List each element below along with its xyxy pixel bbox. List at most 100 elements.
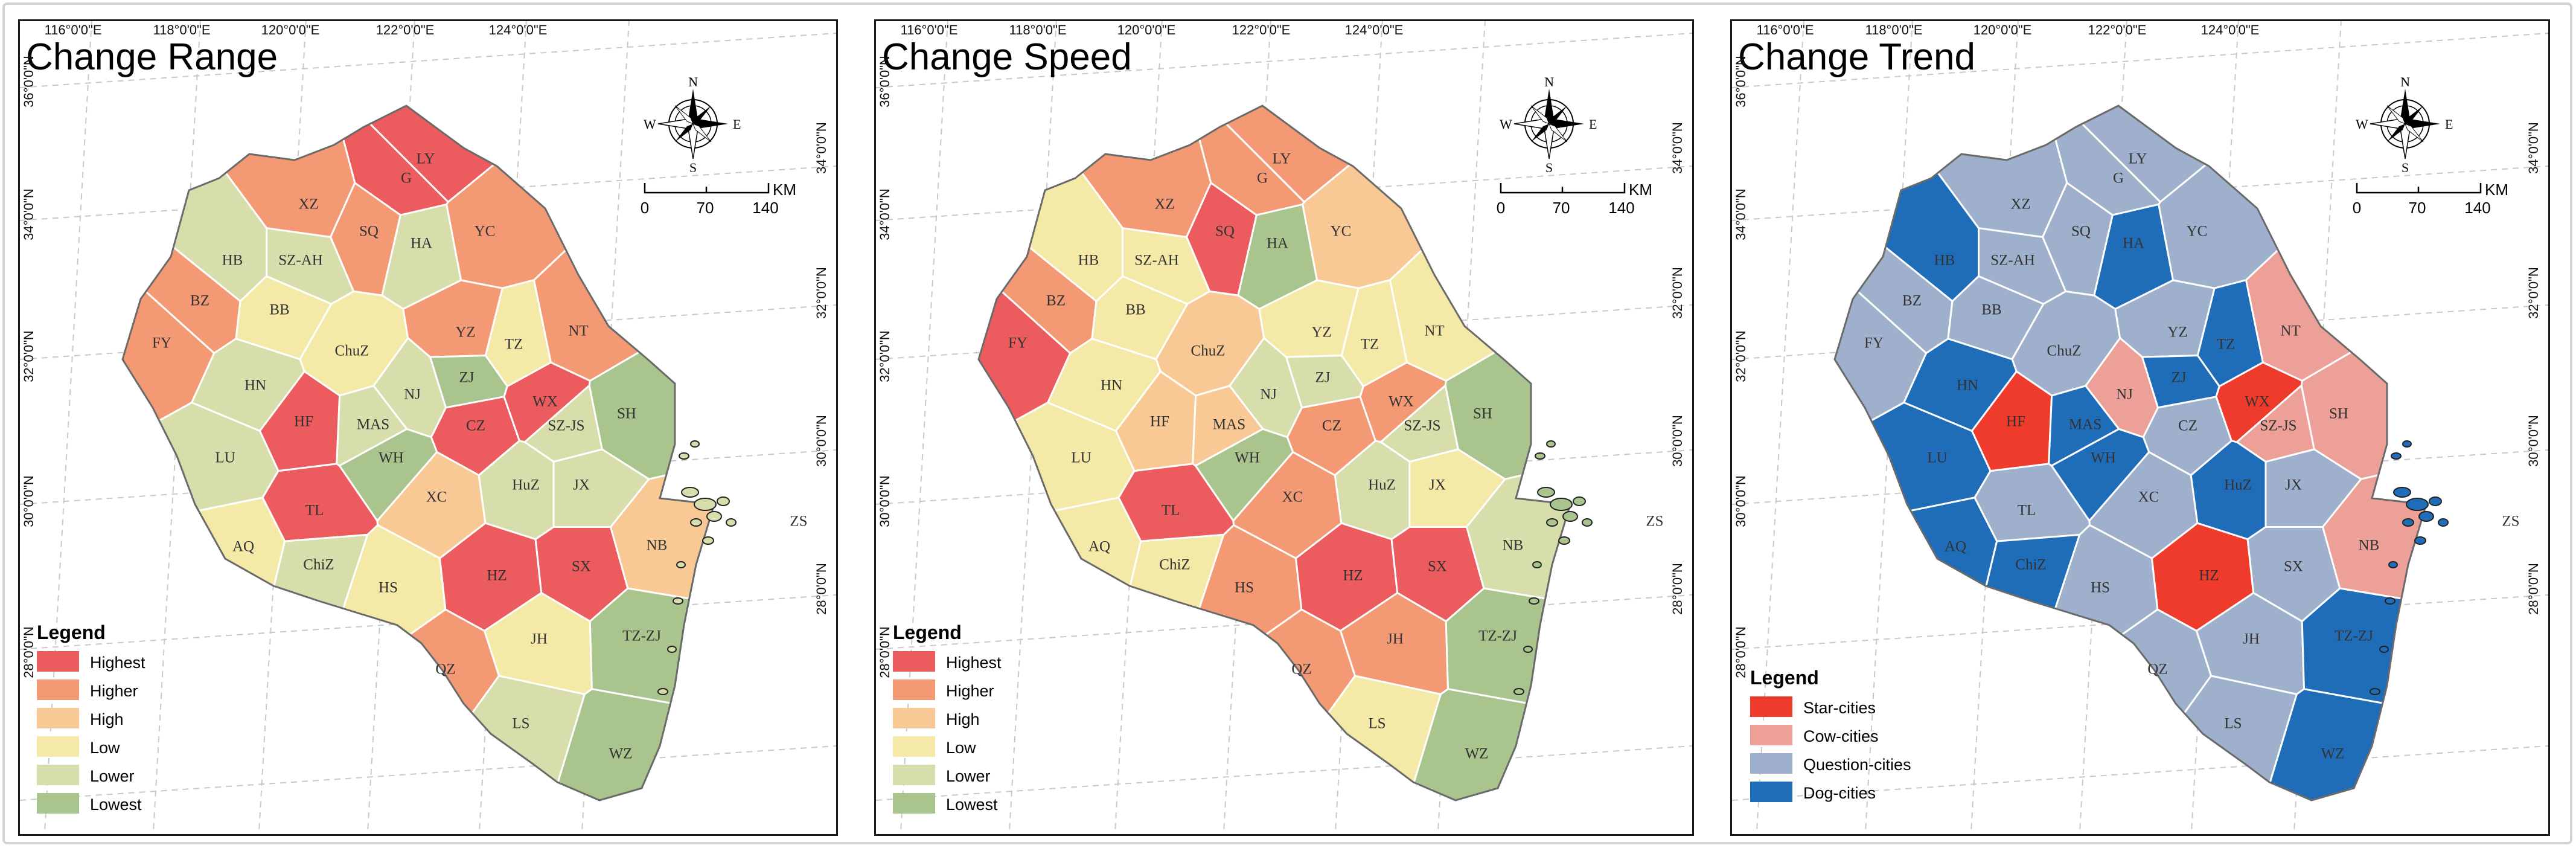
- map-title: Change Speed: [882, 36, 1132, 78]
- compass-e: E: [733, 117, 741, 132]
- study-area-outline: [121, 104, 715, 801]
- meridian-line: [1756, 21, 1804, 834]
- island-shape: [2385, 597, 2395, 605]
- island-shape: [702, 536, 714, 545]
- study-area-outline: [977, 104, 1571, 801]
- region-label-wx: WX: [2245, 394, 2270, 410]
- latitude-label-left: 32°0'0"N: [21, 330, 36, 382]
- region-label-tl: TL: [305, 503, 324, 519]
- latitude-label-left: 34°0'0"N: [1733, 188, 1748, 240]
- region-chiz: [217, 533, 369, 800]
- region-label-fy: FY: [1864, 335, 1884, 352]
- region-layer: [979, 106, 1570, 800]
- compass-w: W: [2356, 117, 2368, 132]
- region-label-yz: YZ: [455, 324, 475, 341]
- longitude-label: 116°0'0"E: [44, 22, 101, 37]
- region-label-sq: SQ: [2071, 223, 2091, 240]
- latitude-label-left: 30°0'0"N: [21, 475, 36, 527]
- region-label-g: G: [1257, 170, 1268, 187]
- region-label-tl: TL: [2018, 503, 2036, 519]
- island-shape: [706, 511, 722, 522]
- meridian-line: [43, 21, 92, 834]
- region-labels: LY G XZ SQ HA YC HB SZ-AH BZ FY BB ChuZ YZ TZ NT HN NJ ZJ…: [152, 151, 808, 762]
- region-label-jx: JX: [573, 477, 590, 493]
- compass-e: E: [1589, 117, 1597, 132]
- region-label-tz-zj: TZ-ZJ: [2335, 628, 2373, 644]
- legend-swatch: [37, 765, 79, 785]
- latitude-label-left: 36°0'0"N: [21, 56, 36, 108]
- parallel-line: [876, 449, 1692, 505]
- region-label-hz: HZ: [2199, 568, 2219, 584]
- region-label-hz: HZ: [1343, 568, 1363, 584]
- island-shape: [1546, 518, 1558, 527]
- legend-swatch: [893, 765, 935, 785]
- island-shape: [690, 518, 702, 527]
- region-label-hn: HN: [1101, 377, 1122, 394]
- region-label-sh: SH: [617, 406, 636, 422]
- island-shape: [1550, 498, 1573, 511]
- region-label-zj: ZJ: [459, 370, 475, 386]
- region-label-chuz: ChuZ: [335, 343, 369, 359]
- region-label-hb: HB: [1934, 252, 1955, 269]
- region-label-hb: HB: [1078, 252, 1099, 269]
- region-wz: [541, 688, 714, 800]
- island-shape: [2418, 511, 2434, 522]
- region-label-yc: YC: [1331, 223, 1352, 240]
- region-label-nt: NT: [568, 323, 588, 339]
- region-label-zs: ZS: [2502, 513, 2519, 530]
- parallel-line: [1732, 165, 2548, 221]
- island-shape: [673, 597, 683, 605]
- region-layer: [123, 106, 714, 800]
- region-label-aq: AQ: [1945, 539, 1966, 555]
- island-shape: [690, 440, 700, 448]
- legend-item-lower: Lower: [946, 767, 991, 785]
- region-label-hb: HB: [222, 252, 243, 269]
- parallel-line: [876, 165, 1692, 221]
- legend-item-lower: Lower: [90, 767, 135, 785]
- region-label-xz: XZ: [298, 196, 318, 213]
- region-label-chuz: ChuZ: [1191, 343, 1226, 359]
- region-label-xc: XC: [1282, 489, 1303, 506]
- region-label-ha: HA: [2123, 236, 2144, 252]
- region-ls: [384, 675, 586, 800]
- compass-n: N: [1544, 74, 1554, 89]
- legend-item-lowest: Lowest: [946, 795, 998, 814]
- parallel-line: [1732, 33, 2548, 88]
- parallel-line: [20, 594, 836, 650]
- region-label-sx: SX: [2284, 559, 2303, 575]
- region-label-huz: HuZ: [1368, 477, 1396, 493]
- parallel-line: [20, 165, 836, 221]
- region-label-lu: LU: [1071, 450, 1091, 466]
- legend-swatch: [37, 708, 79, 728]
- island-shape: [2391, 452, 2402, 460]
- region-label-sz-ah: SZ-AH: [278, 252, 323, 269]
- island-shape: [2402, 440, 2412, 448]
- region-label-bz: BZ: [190, 293, 209, 309]
- region-label-xc: XC: [2138, 489, 2159, 506]
- parallel-line: [876, 594, 1692, 650]
- island-shape: [657, 688, 668, 695]
- region-label-yz: YZ: [1311, 324, 1331, 341]
- legend-title: Legend: [37, 622, 106, 643]
- region-label-hs: HS: [1235, 580, 1254, 596]
- latitude-label-right: 32°0'0"N: [2526, 267, 2541, 319]
- region-labels: LY G XZ SQ HA YC HB SZ-AH BZ FY BB ChuZ YZ TZ NT HN NJ ZJ…: [1864, 151, 2520, 762]
- region-yc: [2158, 106, 2426, 289]
- latitude-label-left: 36°0'0"N: [877, 56, 892, 108]
- meridian-line: [900, 21, 948, 834]
- island-shape: [679, 452, 689, 460]
- parallel-line: [20, 33, 836, 88]
- region-label-jh: JH: [2243, 631, 2260, 647]
- region-label-jh: JH: [531, 631, 548, 647]
- compass-s: S: [1545, 160, 1553, 175]
- island-shape: [2379, 646, 2389, 653]
- region-label-cz: CZ: [1322, 418, 1341, 434]
- longitude-label: 116°0'0"E: [900, 22, 957, 37]
- legend-item-high: High: [946, 710, 980, 728]
- region-label-sz-ah: SZ-AH: [1990, 252, 2035, 269]
- legend-swatch: [1750, 782, 1792, 802]
- region-label-chiz: ChiZ: [303, 557, 334, 573]
- zs-islands: [1513, 440, 1593, 695]
- latitude-label-right: 28°0'0"N: [1670, 563, 1685, 615]
